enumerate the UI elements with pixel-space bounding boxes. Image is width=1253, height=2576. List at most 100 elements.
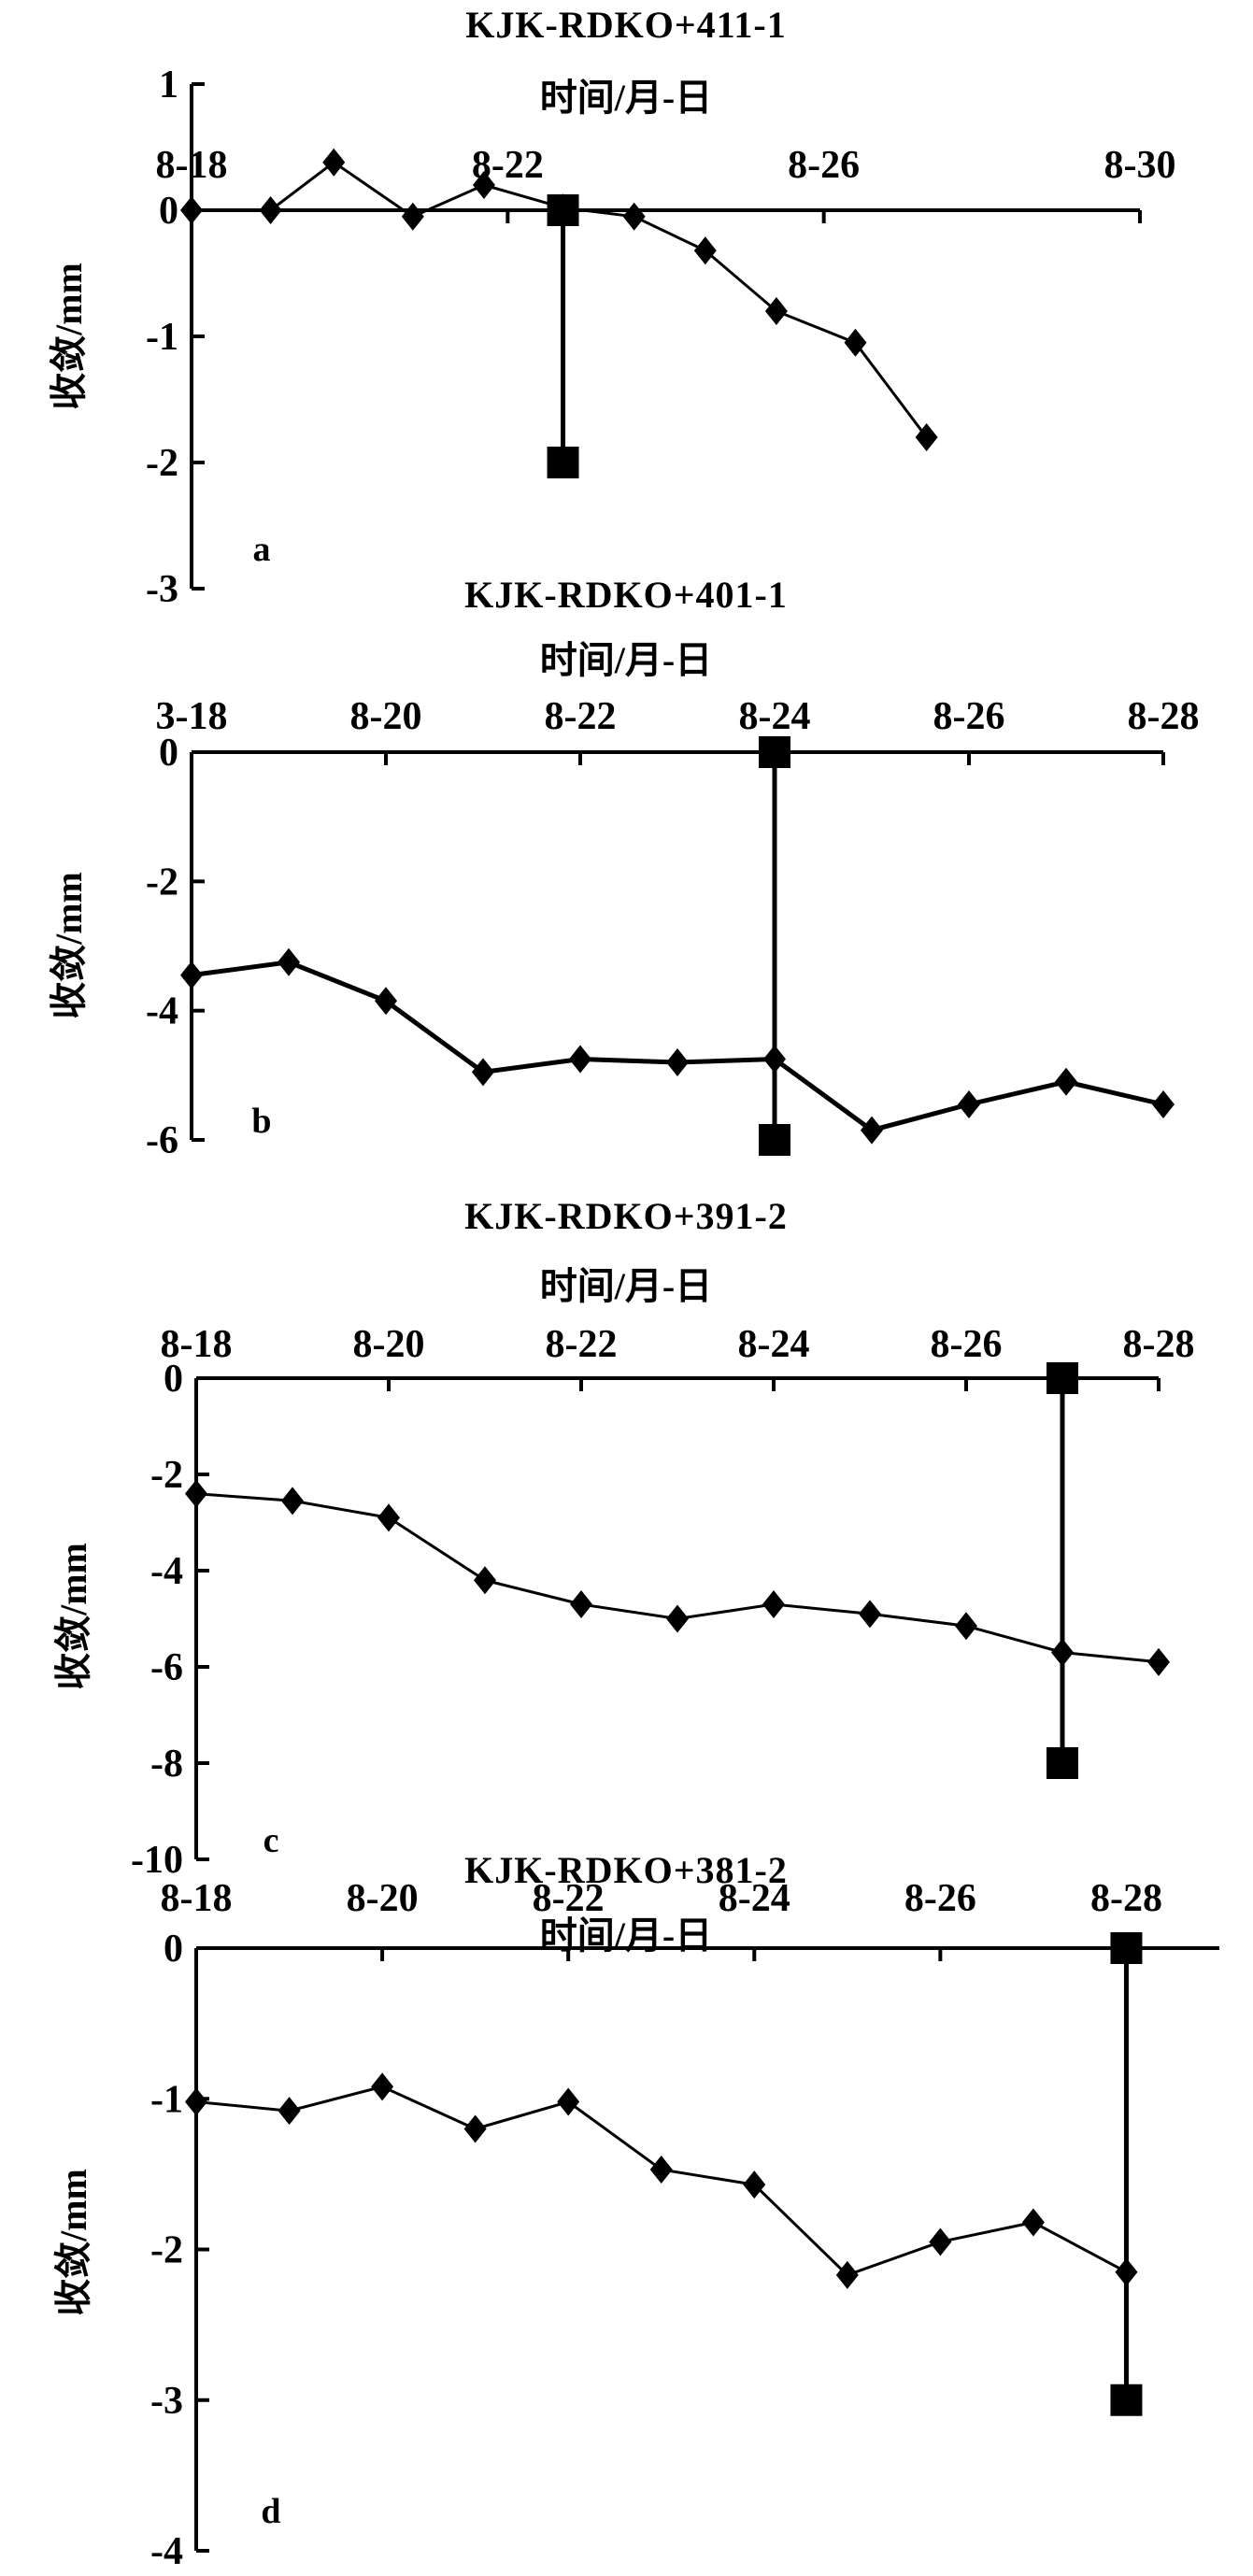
panel-label: b (251, 1102, 271, 1141)
x-tick-label: 8-18 (161, 1323, 233, 1366)
chart-title: KJK-RDKO+401-1 (464, 574, 788, 616)
y-tick-label: -6 (150, 1646, 183, 1689)
y-axis-label: 收敛/mm (48, 872, 90, 1019)
data-point (861, 1116, 883, 1145)
y-tick-label: -2 (146, 861, 178, 904)
data-point (569, 1045, 591, 1074)
data-point (180, 961, 203, 989)
x-tick-label: 8-20 (347, 1877, 419, 1920)
x-tick-label: 8-20 (350, 695, 422, 738)
data-point (375, 987, 397, 1016)
y-tick-label: -8 (150, 1743, 183, 1786)
y-tick-label: -4 (150, 1550, 183, 1593)
chart-panel-a: KJK-RDKO+411-1 时间/月-日收敛/mm 1 0 -1 -2 -3 8-18 8-2… (48, 4, 1176, 611)
y-tick-label: -2 (146, 442, 178, 485)
data-point (278, 2097, 301, 2126)
data-point (557, 2087, 580, 2116)
data-point (322, 148, 346, 177)
x-tick-label: 8-22 (545, 695, 617, 738)
x-tick-label: 8-22 (546, 1323, 618, 1366)
y-tick-label: -1 (150, 2078, 183, 2121)
data-point (1147, 1647, 1170, 1676)
data-point (666, 1048, 689, 1076)
data-point (1055, 1067, 1077, 1096)
event-square-marker (1110, 1932, 1143, 1964)
x-axis-label: 时间/月-日 (540, 1265, 712, 1307)
data-point (1152, 1089, 1175, 1118)
event-square-marker (547, 447, 579, 478)
x-tick-label: 8-26 (788, 144, 860, 187)
data-point (463, 2114, 487, 2143)
event-square-marker (1110, 2384, 1143, 2416)
event-square-marker (1047, 1747, 1078, 1779)
event-square-marker (759, 736, 790, 768)
event-square-marker (1047, 1362, 1078, 1394)
x-tick-label: 8-28 (1090, 1877, 1162, 1920)
x-tick-label: 8-26 (904, 1877, 976, 1920)
chart-panel-d: KJK-RDKO+381-2 时间/月-日收敛/mm 0 -1 -2 -3 -4 8-18 8-… (52, 1849, 1219, 2573)
data-point (763, 1045, 786, 1074)
data-point (762, 1590, 785, 1619)
data-point (929, 2227, 952, 2256)
x-tick-label: 8-26 (933, 695, 1005, 738)
panel-label: d (261, 2492, 280, 2531)
y-tick-label: -4 (150, 2530, 183, 2571)
x-tick-label: 8-28 (1123, 1323, 1195, 1366)
y-tick-label: -3 (150, 2380, 183, 2423)
event-square-marker (759, 1124, 790, 1156)
data-point (180, 196, 203, 224)
x-tick-label: 8-26 (931, 1323, 1003, 1366)
data-point (743, 2170, 766, 2199)
data-point (844, 328, 867, 357)
x-tick-label: 8-22 (533, 1877, 605, 1920)
y-tick-label: 0 (159, 732, 178, 775)
y-tick-label: -3 (146, 568, 178, 611)
panel-label: c (263, 1821, 279, 1860)
data-point (958, 1089, 980, 1118)
y-tick-label: -6 (146, 1119, 178, 1162)
x-tick-label: 8-20 (353, 1323, 425, 1366)
data-point (1051, 1638, 1074, 1667)
y-axis-label: 收敛/mm (48, 263, 90, 410)
data-point (666, 1604, 689, 1633)
y-tick-label: -2 (150, 2229, 183, 2272)
chart-panel-c: KJK-RDKO+391-2 时间/月-日收敛/mm 0 -2 -4 -6 -8 -10 8-1… (52, 1195, 1195, 1882)
data-point (259, 196, 282, 224)
chart-panel-b: KJK-RDKO+401-1 时间/月-日收敛/mm 0 -2 -4 -6 3-18 8-20… (48, 574, 1200, 1162)
y-tick-label: -2 (150, 1454, 183, 1497)
x-tick-label: 8-28 (1128, 695, 1200, 738)
x-tick-label: 8-18 (156, 144, 228, 187)
data-point (693, 236, 717, 265)
data-point (915, 423, 938, 451)
data-point (185, 2087, 207, 2116)
y-tick-label: -10 (131, 1839, 183, 1882)
y-tick-label: 0 (159, 190, 178, 233)
data-point (472, 171, 495, 199)
y-tick-label: 0 (164, 1928, 183, 1971)
y-tick-label: -4 (146, 990, 178, 1033)
data-point (649, 2156, 673, 2185)
data-point (474, 1566, 496, 1595)
data-point (281, 1487, 304, 1516)
data-point (955, 1612, 977, 1641)
data-point (377, 1503, 400, 1532)
data-point (859, 1600, 881, 1629)
data-point (472, 1058, 494, 1087)
chart-title: KJK-RDKO+411-1 (465, 4, 786, 46)
data-point (835, 2260, 859, 2289)
panel-label: a (253, 530, 271, 569)
chart-title: KJK-RDKO+381-2 (464, 1849, 788, 1891)
y-tick-label: -1 (146, 316, 178, 359)
x-tick-label: 8-24 (738, 1323, 810, 1366)
x-axis-label: 时间/月-日 (540, 1914, 712, 1957)
series-line (191, 960, 1164, 1133)
data-point (622, 202, 646, 231)
x-tick-label: 8-24 (719, 1877, 790, 1920)
chart-title: KJK-RDKO+391-2 (464, 1195, 788, 1237)
y-tick-label: 1 (159, 64, 178, 107)
series-line (195, 1492, 1160, 1664)
y-axis-label: 收敛/mm (52, 1543, 94, 1690)
data-point (570, 1590, 592, 1619)
